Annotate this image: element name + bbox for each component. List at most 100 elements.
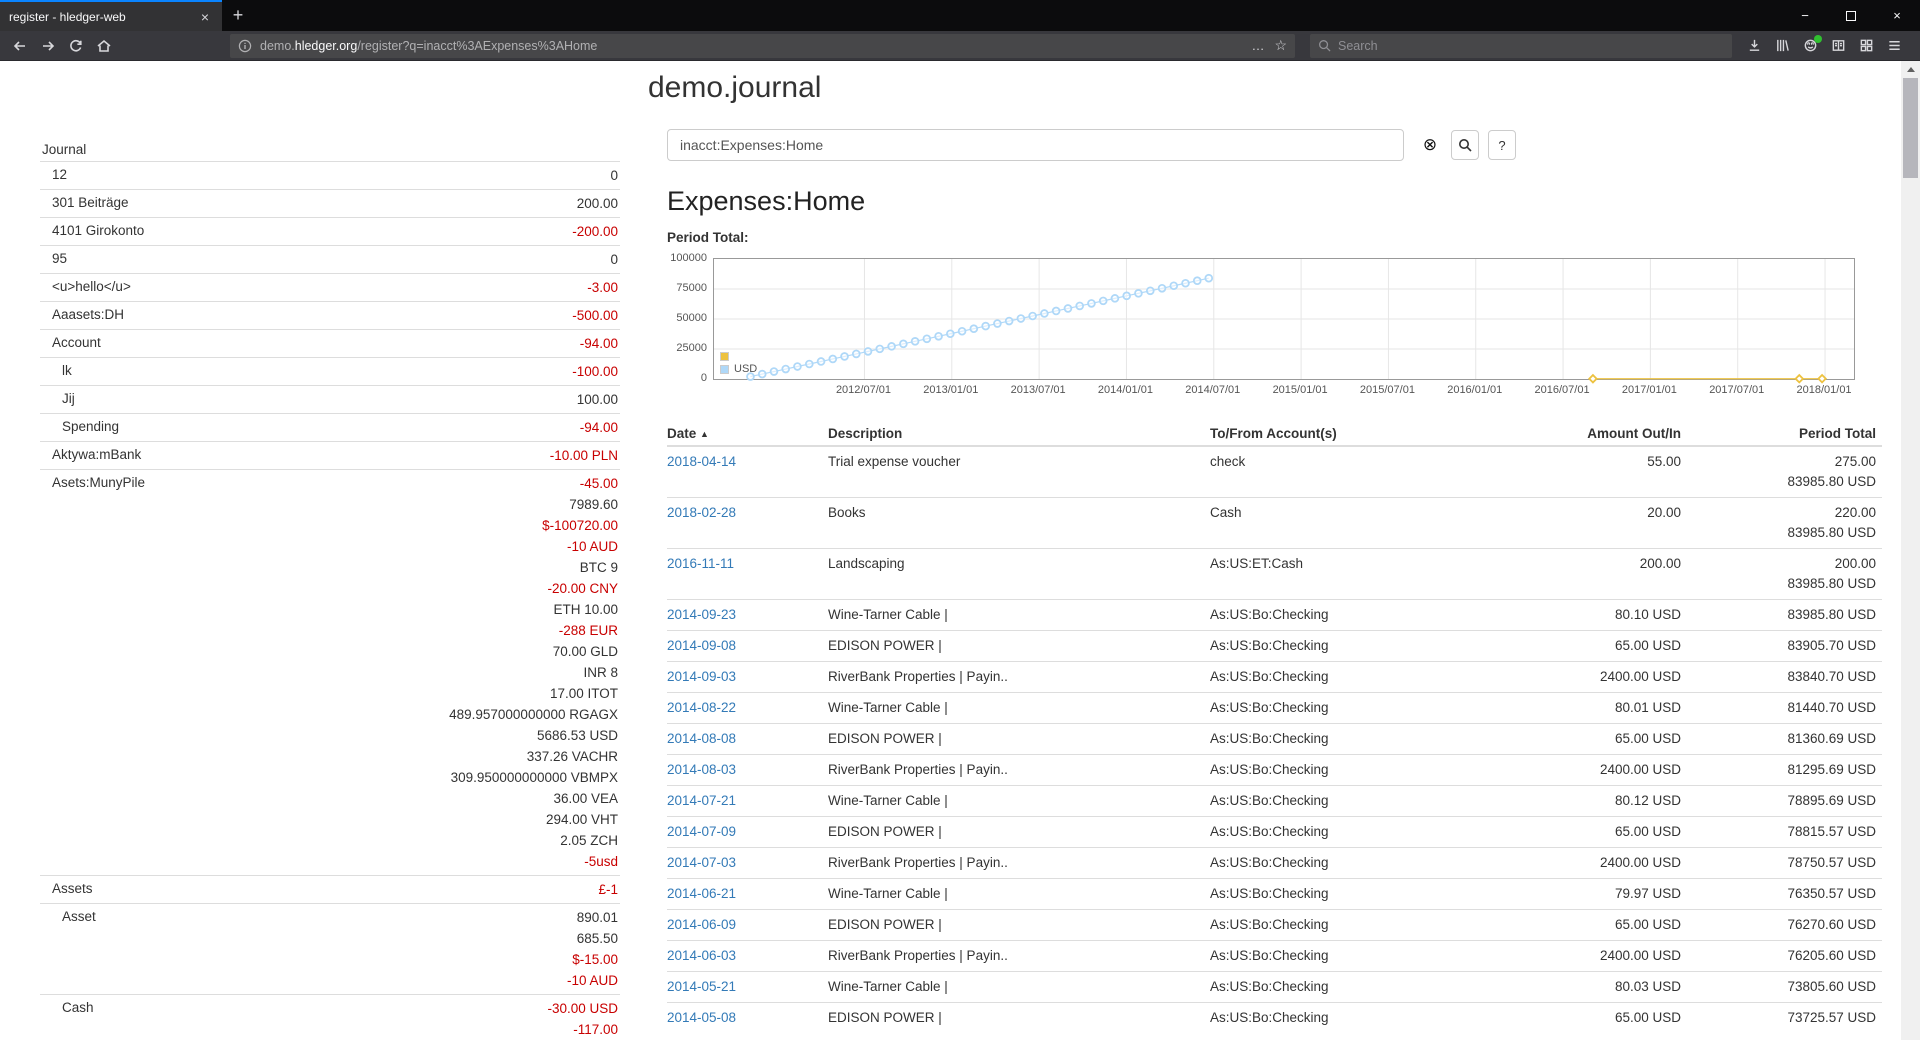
reader-button[interactable] (1824, 33, 1852, 59)
library-button[interactable] (1768, 33, 1796, 59)
account-balance: -94.00 (579, 420, 618, 435)
browser-toolbar: demo.hledger.org/register?q=inacct%3AExp… (0, 31, 1920, 61)
account-balance: -10.00 PLN (549, 448, 618, 463)
account-link[interactable]: Assets (52, 881, 93, 896)
date-link[interactable]: 2014-06-03 (667, 948, 737, 963)
date-link[interactable]: 2014-05-08 (667, 1010, 737, 1025)
column-header-date[interactable]: Date ▲ (667, 422, 828, 447)
legend-entry (720, 350, 757, 362)
forward-button[interactable] (34, 33, 62, 59)
date-link[interactable]: 2014-08-22 (667, 700, 737, 715)
date-link[interactable]: 2014-08-03 (667, 762, 737, 777)
tab-close-icon[interactable]: × (200, 8, 209, 25)
date-link[interactable]: 2014-05-21 (667, 979, 737, 994)
url-text[interactable]: demo.hledger.org/register?q=inacct%3AExp… (260, 39, 1244, 53)
description-cell: EDISON POWER | (828, 816, 1210, 848)
date-link[interactable]: 2016-11-11 (667, 556, 735, 571)
period-total-cell: 76205.60 USD (1687, 940, 1882, 972)
reload-button[interactable] (62, 33, 90, 59)
new-tab-button[interactable]: + (232, 5, 244, 25)
query-input[interactable] (667, 129, 1404, 161)
home-button[interactable] (90, 33, 118, 59)
account-link[interactable]: Cash (62, 1000, 94, 1015)
account-cell: As:US:Bo:Checking (1210, 878, 1490, 910)
account-cell: As:US:Bo:Checking (1210, 940, 1490, 972)
clear-query-button[interactable]: ⊗ (1422, 135, 1438, 154)
journal-link[interactable]: Journal (42, 142, 87, 157)
account-link[interactable]: Aktywa:mBank (52, 447, 142, 462)
amount-cell: 20.00 (1490, 497, 1687, 549)
period-total-cell: 78895.69 USD (1687, 785, 1882, 817)
url-bar[interactable]: demo.hledger.org/register?q=inacct%3AExp… (230, 33, 1295, 58)
period-total-cell: 83840.70 USD (1687, 661, 1882, 693)
account-balance-cell: 0 (262, 162, 620, 190)
browser-tab[interactable]: register - hledger-web × (0, 0, 222, 31)
amount-cell: 80.12 USD (1490, 785, 1687, 817)
account-link[interactable]: Aaasets:DH (52, 307, 125, 322)
search-help-button[interactable]: ? (1488, 130, 1516, 160)
date-link[interactable]: 2014-07-21 (667, 793, 737, 808)
x-axis-tick-label: 2018/01/01 (1796, 384, 1852, 396)
sidebar-account-row: Spending -94.00 (40, 414, 620, 442)
account-link[interactable]: Asets:MunyPile (52, 475, 146, 490)
account-link[interactable]: Account (52, 335, 101, 350)
account-link[interactable]: Asset (62, 909, 96, 924)
window-close-button[interactable]: × (1893, 8, 1901, 23)
date-link[interactable]: 2014-08-08 (667, 731, 737, 746)
date-link[interactable]: 2014-09-03 (667, 669, 737, 684)
description-cell: Wine-Tarner Cable | (828, 692, 1210, 724)
register-row: 2014-08-08 EDISON POWER | As:US:Bo:Checkin… (667, 723, 1882, 755)
scroll-up-arrow[interactable] (1901, 61, 1920, 77)
account-balance-cell: -10.00 PLN (262, 442, 620, 470)
account-cell: As:US:Bo:Checking (1210, 630, 1490, 662)
description-cell: Landscaping (828, 548, 1210, 600)
date-link[interactable]: 2014-07-03 (667, 855, 737, 870)
window-minimize-button[interactable]: − (1801, 8, 1809, 23)
account-balance-cell: 100.00 (262, 386, 620, 414)
account-link[interactable]: Jij (62, 391, 75, 406)
amount-cell: 2400.00 USD (1490, 940, 1687, 972)
search-submit-button[interactable] (1451, 130, 1479, 160)
chart-plot[interactable]: USD (713, 258, 1855, 384)
account-balance: 70.00 GLD (552, 644, 618, 659)
description-cell: Wine-Tarner Cable | (828, 878, 1210, 910)
legend-swatch (720, 364, 729, 374)
extension-button[interactable] (1796, 33, 1824, 59)
browser-search-bar[interactable]: Search (1310, 33, 1732, 58)
account-link[interactable]: 95 (52, 251, 68, 266)
date-link[interactable]: 2014-09-08 (667, 638, 737, 653)
account-link[interactable]: 12 (52, 167, 68, 182)
account-link[interactable]: <u>hello</u> (52, 279, 131, 294)
account-link[interactable]: Spending (62, 419, 120, 434)
scrollbar-thumb[interactable] (1903, 78, 1918, 178)
page-actions-icon[interactable]: … (1251, 38, 1266, 53)
date-link[interactable]: 2014-09-23 (667, 607, 737, 622)
back-button[interactable] (6, 33, 34, 59)
date-link[interactable]: 2014-06-21 (667, 886, 737, 901)
date-link[interactable]: 2014-07-09 (667, 824, 737, 839)
extension-badge (1814, 34, 1822, 43)
tab-title: register - hledger-web (9, 9, 126, 24)
download-button[interactable] (1740, 33, 1768, 59)
account-link[interactable]: lk (62, 363, 72, 378)
register-row: 2014-05-21 Wine-Tarner Cable | As:US:Bo:Ch… (667, 971, 1882, 1003)
menu-button[interactable] (1880, 33, 1908, 59)
account-link[interactable]: 4101 Girokonto (52, 223, 145, 238)
hamburger-menu-icon (1888, 41, 1900, 50)
date-link[interactable]: 2014-06-09 (667, 917, 737, 932)
date-link[interactable]: 2018-04-14 (667, 454, 737, 469)
x-axis-tick-label: 2016/07/01 (1534, 384, 1590, 396)
window-maximize-button[interactable] (1828, 0, 1874, 31)
account-link[interactable]: 301 Beiträge (52, 195, 129, 210)
account-balance-cell: £-1 (262, 876, 620, 904)
sidebar-accounts-body: 12 0 301 Beiträge 200.00 4101 Girokonto -200.… (40, 162, 620, 1040)
register-body: 2018-04-14 Trial expense voucher check 55.0… (667, 446, 1882, 1033)
apps-button[interactable] (1852, 33, 1880, 59)
amount-cell: 65.00 USD (1490, 723, 1687, 755)
sort-caret-icon: ▲ (700, 429, 709, 439)
scrollbar[interactable] (1901, 61, 1920, 1040)
date-link[interactable]: 2018-02-28 (667, 505, 737, 520)
site-info-icon[interactable] (238, 39, 252, 53)
period-total-line: 76350.57 USD (1787, 886, 1876, 901)
bookmark-star-icon[interactable]: ☆ (1274, 37, 1287, 53)
